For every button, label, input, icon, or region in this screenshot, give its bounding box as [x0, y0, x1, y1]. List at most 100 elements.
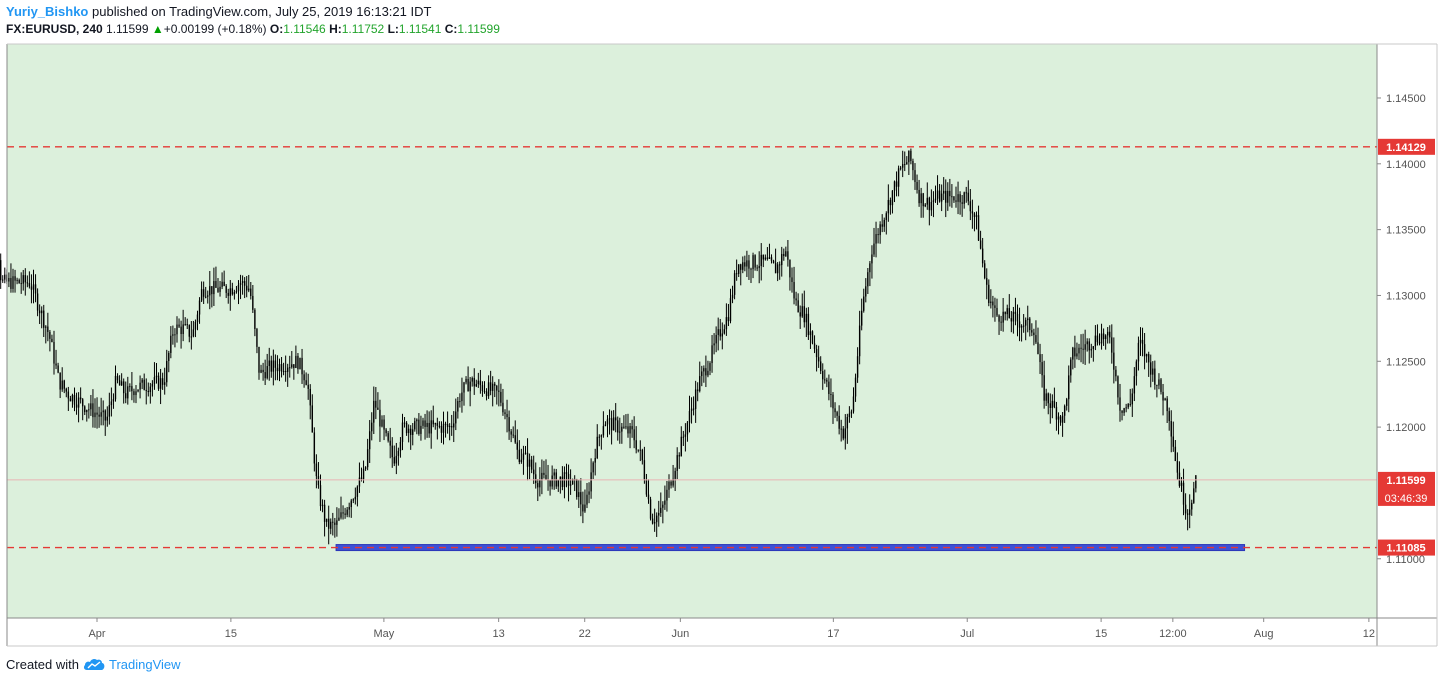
candle: [1068, 365, 1070, 413]
candle: [1012, 306, 1015, 334]
candle: [448, 423, 451, 441]
candle-body: [63, 380, 65, 389]
candle-body: [762, 254, 764, 260]
candle: [1088, 338, 1090, 364]
candle: [776, 262, 779, 282]
candle: [1027, 305, 1029, 333]
candle-body: [379, 409, 381, 427]
candle-body: [420, 425, 422, 434]
candle-body: [664, 500, 666, 505]
candle: [77, 392, 80, 423]
candle-body: [1111, 337, 1113, 353]
candle-body: [313, 432, 316, 464]
candle: [391, 437, 393, 468]
published-text: published on TradingView.com, July 25, 2…: [92, 4, 432, 19]
time-axis[interactable]: Apr 15 May 13 22 Jun 17 Jul 15 12:00 Aug 12: [88, 618, 1375, 640]
candle: [383, 415, 385, 441]
candle-body: [137, 389, 139, 392]
candle: [147, 382, 149, 397]
candle: [1174, 440, 1177, 462]
candle: [1024, 317, 1027, 341]
candle-body: [770, 257, 773, 261]
candle-body: [1150, 362, 1152, 375]
candle-body: [871, 254, 873, 264]
candle: [157, 372, 160, 391]
candle-body: [666, 489, 668, 501]
candle-body: [43, 310, 45, 328]
resistance-price-label: 1.14129: [1378, 138, 1435, 155]
candle: [1092, 346, 1095, 362]
candle: [662, 501, 664, 524]
candle: [151, 380, 154, 397]
candle: [817, 345, 820, 368]
candle-body: [830, 394, 832, 396]
candle: [940, 184, 943, 212]
candle: [219, 280, 221, 297]
plot-area[interactable]: [7, 44, 1377, 618]
candle: [647, 479, 650, 504]
author-link[interactable]: Yuriy_Bishko: [6, 4, 89, 19]
candle-body: [608, 418, 611, 420]
candle-body: [297, 355, 299, 370]
candle: [604, 421, 607, 427]
candle: [631, 419, 633, 438]
tradingview-brand[interactable]: TradingView: [108, 657, 181, 672]
candle: [1002, 297, 1004, 332]
candle-body: [901, 164, 904, 168]
candle: [545, 459, 547, 480]
candle: [176, 316, 178, 343]
candle-body: [291, 364, 293, 368]
candle: [596, 424, 598, 460]
candle-body: [254, 309, 256, 329]
candle: [619, 417, 621, 444]
candle-body: [403, 422, 406, 424]
candle-body: [602, 426, 605, 436]
candle-body: [295, 355, 297, 368]
candle-body: [1104, 335, 1107, 340]
candle: [163, 367, 166, 395]
close-value: 1.11599: [457, 22, 500, 36]
candle-body: [412, 429, 414, 435]
candle-body: [996, 307, 998, 316]
candle: [1082, 333, 1084, 364]
candle-body: [817, 357, 820, 362]
candle-body: [696, 389, 699, 392]
candle-body: [967, 192, 969, 202]
candle-body: [795, 298, 797, 301]
candle-body: [819, 361, 822, 372]
candle-body: [77, 397, 80, 408]
candles: [0, 148, 1197, 545]
candle: [1059, 414, 1062, 426]
candle-body: [90, 403, 92, 410]
candle-body: [584, 504, 586, 512]
candle: [1160, 378, 1162, 395]
candle: [479, 369, 482, 394]
candle-body: [155, 375, 158, 378]
candle-body: [104, 410, 106, 421]
candle: [1098, 333, 1101, 346]
candle-body: [309, 388, 311, 406]
ohlc-legend: FX:EURUSD, 240 1.11599 ▲+0.00199 (+0.18%…: [6, 22, 500, 36]
candle: [1172, 421, 1174, 452]
candle: [284, 355, 287, 382]
candle: [953, 196, 955, 203]
candle-body: [881, 224, 883, 227]
candle: [983, 260, 986, 280]
candle: [1061, 412, 1064, 437]
candle: [701, 365, 703, 387]
candle: [395, 442, 398, 475]
candle: [508, 410, 510, 440]
candle: [557, 479, 559, 492]
candle-body: [1031, 330, 1033, 333]
candle: [1094, 325, 1097, 351]
candle: [553, 468, 555, 490]
candle: [686, 421, 689, 442]
candle-body: [1037, 342, 1039, 355]
candle: [434, 422, 436, 430]
candle-body: [740, 264, 742, 270]
candle-body: [768, 257, 771, 259]
candle-body: [815, 348, 818, 358]
candle-body: [524, 452, 527, 454]
price-axis[interactable]: 1.14500 1.14000 1.13500 1.13000 1.12500 1.120…: [1377, 93, 1426, 566]
